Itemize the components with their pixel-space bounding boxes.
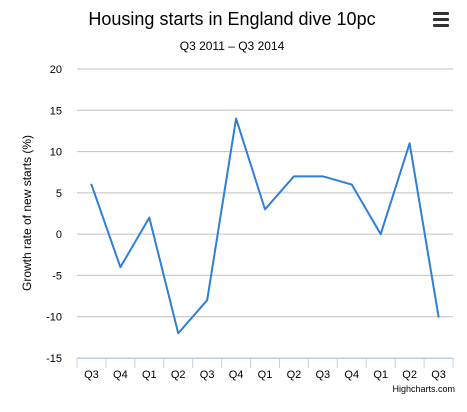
x-tick-label: Q1: [142, 369, 157, 381]
chart-subtitle: Q3 2011 – Q3 2014: [180, 39, 285, 53]
y-tick-label: 5: [56, 188, 62, 200]
series-line-group: [87, 115, 443, 337]
data-point[interactable]: [203, 296, 211, 304]
export-menu-button[interactable]: [428, 8, 452, 30]
hamburger-menu-icon: [433, 12, 449, 27]
x-tick-label: Q4: [113, 369, 128, 381]
series-line: [90, 117, 440, 335]
data-point[interactable]: [174, 329, 182, 337]
data-point[interactable]: [116, 263, 124, 271]
y-tick-label: -15: [46, 353, 62, 365]
data-point[interactable]: [232, 115, 240, 123]
data-point[interactable]: [435, 313, 443, 321]
x-tick-label: Q4: [229, 369, 244, 381]
x-tick-label: Q2: [287, 369, 302, 381]
credits-link[interactable]: Highcharts.com: [392, 384, 455, 394]
data-point[interactable]: [261, 205, 269, 213]
x-tick-label: Q3: [316, 369, 331, 381]
data-point[interactable]: [406, 139, 414, 147]
y-tick-label: 20: [50, 64, 62, 76]
x-tick-label: Q2: [402, 369, 417, 381]
data-point[interactable]: [377, 230, 385, 238]
y-tick-label: 15: [50, 105, 62, 117]
y-tick-label: -5: [52, 270, 62, 282]
data-point[interactable]: [348, 181, 356, 189]
y-tick-label: 0: [56, 229, 62, 241]
y-axis-title: Growth rate of new starts (%): [20, 135, 34, 291]
chart-title: Housing starts in England dive 10pc: [88, 9, 375, 29]
y-axis-ticks: -15 -10 -5 0 5 10 15 20: [46, 64, 62, 365]
data-point[interactable]: [145, 214, 153, 222]
y-tick-label: -10: [46, 312, 62, 324]
data-point[interactable]: [319, 172, 327, 180]
data-point[interactable]: [87, 181, 95, 189]
x-tick-label: Q2: [171, 369, 186, 381]
x-tick-label: Q1: [258, 369, 273, 381]
x-tick-label: Q1: [373, 369, 388, 381]
x-axis: Q3 Q4 Q1 Q2 Q3 Q4 Q1 Q2 Q3 Q4 Q1 Q2 Q3: [76, 358, 454, 381]
x-tick-label: Q3: [84, 369, 99, 381]
x-tick-label: Q3: [431, 369, 446, 381]
x-tick-label: Q4: [344, 369, 359, 381]
x-tick-label: Q3: [200, 369, 215, 381]
y-tick-label: 10: [50, 147, 62, 159]
data-point[interactable]: [290, 172, 298, 180]
grid-lines: [77, 68, 453, 359]
